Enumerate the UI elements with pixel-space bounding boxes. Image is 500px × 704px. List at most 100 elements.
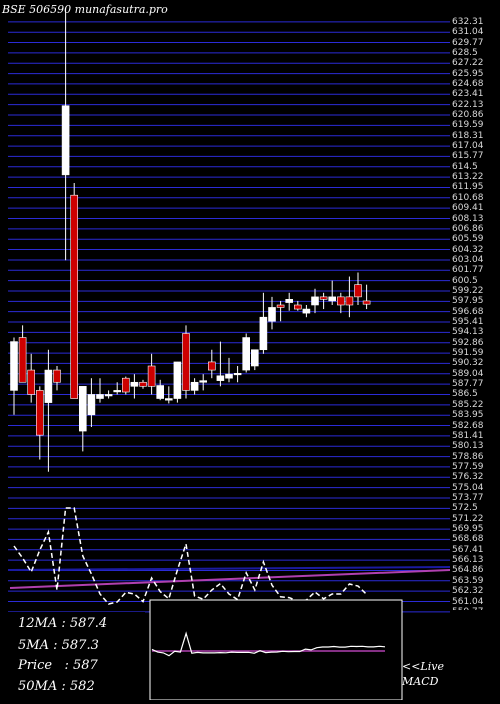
candles: [10, 8, 371, 472]
price-value: 587: [73, 658, 98, 673]
candle-body: [122, 377, 130, 393]
price-tick-label: 596.68: [452, 306, 484, 317]
candle-body: [79, 386, 87, 432]
price-tick-label: 603.04: [452, 254, 484, 265]
price-tick-label: 561.04: [452, 596, 484, 607]
candle-body: [27, 369, 36, 395]
price-tick-label: 622.13: [452, 99, 484, 110]
ma50-value: 582: [69, 679, 95, 694]
price-tick-label: 610.68: [452, 192, 484, 203]
candle-body: [165, 398, 173, 401]
ma5-value: 587.3: [61, 638, 99, 653]
candle-body: [251, 349, 259, 367]
price-scale: 632.31 631.04 629.77 628.5 627.22 625.95 624.6…: [450, 0, 500, 610]
candle-body: [362, 300, 371, 305]
price-label: Price: [18, 658, 53, 673]
candle-body: [285, 299, 294, 303]
price-tick-label: 562.32: [452, 586, 484, 597]
lower-ma-line-a: [7, 566, 451, 571]
ma50-label: 50MA: [18, 679, 58, 694]
ma12-separator: :: [61, 616, 70, 631]
macd-live-label: <<Live: [402, 660, 444, 673]
price-tick-label: 623.41: [452, 89, 484, 100]
price-tick-label: 618.31: [452, 130, 484, 141]
price-tick-label: 589.04: [452, 368, 484, 379]
price-tick-label: 564.86: [452, 565, 484, 576]
candle-body: [156, 385, 164, 399]
ma5-separator: :: [53, 638, 62, 653]
candle-body: [208, 361, 216, 371]
ma12-label: 12MA: [18, 616, 58, 631]
price-tick-label: 599.22: [452, 286, 484, 296]
candle-body: [139, 381, 147, 387]
volume-line: [13, 507, 368, 605]
price-tick-label: 576.32: [452, 472, 484, 483]
candle-body: [242, 337, 250, 371]
price-tick-label: 595.41: [452, 316, 484, 327]
price-tick-label: 580.13: [452, 441, 484, 452]
candle-body: [104, 394, 113, 397]
candle-body: [216, 375, 225, 381]
price-tick-label: 628.5: [452, 47, 478, 58]
candle-body: [225, 373, 233, 379]
candle-body: [130, 381, 139, 387]
candle-body: [113, 390, 121, 393]
price-tick-label: 581.41: [452, 430, 484, 441]
price-tick-label: 631.04: [452, 27, 484, 38]
price-tick-label: 592.86: [452, 337, 484, 348]
price-tick-label: 586.5: [452, 389, 478, 400]
price-tick-label: 563.59: [452, 575, 484, 586]
price-tick-label: 568.68: [452, 534, 484, 545]
price-tick-label: 577.59: [452, 461, 484, 472]
candle-body: [147, 365, 156, 387]
price-tick-label: 573.77: [452, 493, 484, 503]
price-tick-label: 583.95: [452, 410, 484, 421]
ma50-separator: :: [61, 679, 70, 694]
price-tick-label: 625.95: [452, 68, 484, 79]
candle-body: [87, 394, 96, 416]
candle-body: [319, 296, 328, 300]
price-tick-label: 611.95: [452, 182, 484, 193]
candle-body: [96, 394, 104, 399]
lower-indicators: [7, 507, 451, 605]
price-tick-label: 605.59: [452, 234, 484, 245]
candle-body: [259, 316, 268, 351]
ma12-row: 12MA : 587.4: [18, 616, 107, 631]
price-tick-label: 608.13: [452, 213, 484, 224]
price-tick-label: 566.13: [452, 555, 484, 566]
price-tick-label: 559.77: [452, 607, 484, 610]
candle-body: [233, 373, 242, 376]
candle-body: [53, 369, 61, 383]
price-tick-label: 567.41: [452, 544, 484, 555]
price-tick-label: 627.22: [452, 58, 484, 69]
price-tick-label: 590.32: [452, 358, 484, 369]
price-tick-label: 591.59: [452, 348, 484, 359]
macd-title-label: MACD: [402, 675, 439, 688]
price-tick-label: 571.22: [452, 513, 484, 524]
price-tick-label: 609.41: [452, 203, 484, 214]
ma50-row: 50MA : 582: [18, 679, 95, 694]
candle-body: [61, 105, 70, 176]
price-tick-label: 632.31: [452, 16, 484, 27]
price-tick-label: 624.68: [452, 78, 484, 89]
candle-body: [336, 296, 345, 306]
candle-body: [354, 284, 362, 298]
price-tick-label: 617.04: [452, 141, 484, 152]
price-tick-label: 619.59: [452, 120, 484, 131]
candle-body: [44, 369, 53, 403]
price-tick-label: 569.95: [452, 524, 484, 535]
candle-body: [276, 304, 285, 308]
price-tick-label: 606.86: [452, 223, 484, 234]
candle-body: [302, 308, 311, 314]
candle-body: [70, 194, 78, 399]
price-tick-label: 582.68: [452, 420, 484, 431]
candle-body: [35, 390, 44, 436]
price-tick-label: 578.86: [452, 451, 484, 462]
macd-line: [151, 631, 386, 657]
candle-body: [293, 304, 302, 310]
price-row: Price : 587: [18, 658, 98, 673]
chart-title: BSE 506590 munafasutra.pro: [2, 3, 168, 16]
ma5-row: 5MA : 587.3: [18, 638, 99, 653]
candle-body: [18, 337, 27, 383]
